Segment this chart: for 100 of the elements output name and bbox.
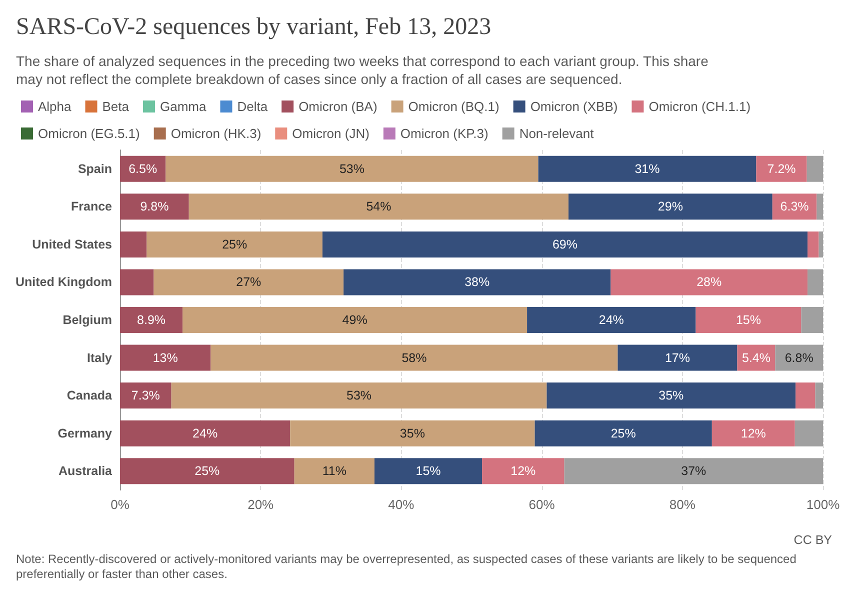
y-tick-label: United Kingdom [15, 275, 112, 290]
bar [796, 382, 816, 409]
data-label: 54% [366, 200, 392, 214]
data-label: 69% [552, 237, 578, 252]
bar [120, 194, 189, 220]
y-tick-label: Australia [58, 464, 114, 478]
data-label: 24% [192, 426, 218, 440]
data-label: 53% [346, 388, 372, 403]
bar [120, 420, 290, 446]
bar [610, 269, 808, 296]
text: CC BY [794, 533, 832, 547]
legend-label: Beta [102, 99, 130, 114]
bar [546, 382, 796, 409]
data-label: 49% [342, 313, 368, 327]
legend-label: Non-relevant [519, 126, 594, 141]
data-label: 9.8% [140, 200, 169, 214]
bar [120, 344, 211, 371]
data-label: 24% [598, 313, 624, 327]
x-tick-label: 0% [110, 497, 130, 512]
bar [210, 344, 618, 371]
legend-label: Omicron (HK.3) [170, 126, 262, 141]
data-label: 25% [610, 426, 636, 440]
y-tick-label: France [71, 200, 112, 214]
data-label: 25% [222, 237, 248, 252]
x-tick-label: 60% [528, 497, 556, 512]
data-label: 13% [152, 350, 178, 365]
data-label: 17% [664, 350, 690, 365]
bar [815, 382, 823, 409]
legend-label: Omicron (BA) [298, 99, 378, 114]
chart-title: SARS-CoV-2 sequences by variant, Feb 13, 2023 [16, 14, 492, 41]
bar [182, 307, 528, 333]
data-label: 53% [339, 162, 365, 176]
bar [294, 458, 374, 484]
bar [120, 269, 154, 296]
x-tick-label: 40% [388, 497, 415, 512]
bar [756, 156, 807, 182]
bar [482, 458, 564, 484]
bar [166, 156, 538, 182]
bar [816, 194, 823, 220]
bar [538, 156, 756, 182]
bar [794, 420, 823, 446]
data-label: 58% [402, 350, 427, 365]
bar [775, 344, 823, 371]
bar [120, 307, 183, 333]
data-label: 5.4% [742, 350, 770, 365]
data-label: 31% [634, 162, 660, 176]
legend-label: Omicron (EG.5.1) [38, 126, 140, 141]
data-label: 27% [236, 275, 262, 290]
bar [154, 269, 344, 296]
data-label: 7.3% [131, 388, 160, 403]
y-tick-label: Belgium [62, 313, 112, 327]
text: Note: Recently-discovered or actively-monitored variants may be overrepresented, as suspected cases of these variants are likely to be sequenced preferentially or faster than other cases. [16, 552, 798, 582]
data-label: 38% [464, 275, 490, 290]
data-label: 6.5% [128, 162, 158, 176]
legend-label: Delta [237, 99, 268, 114]
legend-label: Omicron (BQ.1) [408, 99, 500, 114]
bar [120, 156, 166, 182]
data-label: 6.8% [784, 350, 814, 365]
y-tick-label: Spain [78, 162, 112, 176]
data-label: 28% [696, 275, 722, 290]
bar [290, 420, 535, 446]
bar [188, 194, 569, 220]
y-tick-label: Germany [58, 426, 112, 440]
legend-label: Omicron (KP.3) [400, 126, 488, 141]
data-label: 25% [194, 464, 220, 478]
bar [374, 458, 482, 484]
bar [808, 269, 823, 296]
bar [344, 269, 611, 296]
x-tick-label: 80% [669, 497, 696, 512]
bar [120, 382, 172, 409]
data-label: 11% [322, 464, 346, 478]
x-tick-label: 20% [248, 497, 274, 512]
bar [806, 156, 823, 182]
bar [808, 231, 819, 258]
bar [564, 458, 823, 484]
bar [801, 307, 823, 333]
data-label: 12% [740, 426, 766, 440]
data-label: 15% [736, 313, 761, 327]
bar [618, 344, 738, 371]
bar [534, 420, 712, 446]
bar [120, 231, 147, 258]
data-label: 12% [510, 464, 536, 478]
legend-label: Gamma [160, 99, 207, 114]
data-label: 15% [416, 464, 441, 478]
bar [568, 194, 772, 220]
bar [146, 231, 322, 258]
bar [818, 231, 823, 258]
x-tick-label: 100% [806, 497, 840, 512]
data-label: 37% [681, 464, 706, 478]
legend-label: Omicron (CH.1.1) [648, 99, 751, 114]
data-label: 7.2% [767, 162, 796, 176]
bar [527, 307, 696, 333]
bar [120, 458, 294, 484]
data-label: 35% [658, 388, 684, 403]
data-label: 8.9% [137, 313, 166, 327]
bar [696, 307, 802, 333]
y-tick-label: United States [32, 237, 112, 252]
data-label: 6.3% [780, 200, 809, 214]
y-tick-label: Canada [66, 388, 114, 403]
legend-label: Omicron (JN) [292, 126, 370, 141]
